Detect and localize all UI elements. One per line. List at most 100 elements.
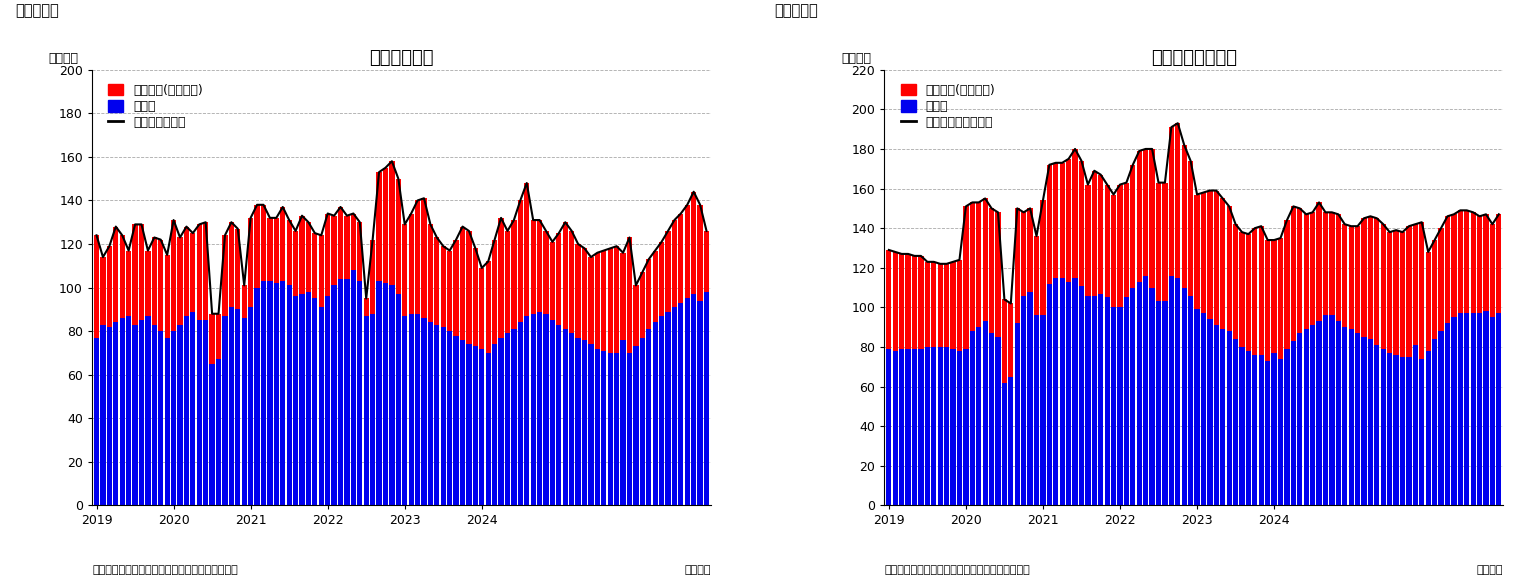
Bar (357, 222, 362, 281)
Bar (704, 292, 709, 505)
Bar (549, 320, 555, 505)
Bar (581, 340, 588, 505)
Bar (563, 222, 568, 329)
Bar (446, 331, 453, 505)
Text: （月次）: （月次） (684, 565, 712, 575)
Bar (1393, 355, 1399, 505)
Bar (557, 325, 561, 505)
Bar (184, 316, 189, 505)
Bar (313, 299, 318, 505)
Bar (1355, 333, 1361, 505)
Bar (1239, 232, 1244, 347)
Bar (943, 347, 950, 505)
Text: （図表２）: （図表２） (775, 3, 819, 18)
Bar (905, 254, 911, 349)
Bar (646, 259, 652, 329)
Bar (216, 314, 221, 360)
Bar (640, 338, 644, 505)
Bar (229, 307, 235, 505)
Bar (1169, 127, 1174, 276)
Bar (120, 318, 124, 505)
Bar (440, 246, 446, 327)
Bar (351, 270, 356, 505)
Bar (1477, 216, 1482, 313)
Bar (1092, 171, 1097, 296)
Bar (190, 233, 195, 311)
Bar (100, 325, 106, 505)
Bar (313, 233, 318, 299)
Bar (1451, 214, 1456, 317)
Bar (1098, 175, 1103, 293)
Bar (1220, 329, 1226, 505)
Bar (1207, 191, 1212, 320)
Bar (887, 349, 891, 505)
Bar (660, 316, 664, 505)
Bar (370, 314, 376, 505)
Bar (531, 314, 535, 505)
Bar (1272, 240, 1276, 353)
Bar (325, 213, 330, 296)
Bar (100, 257, 106, 325)
Bar (178, 325, 183, 505)
Bar (152, 325, 156, 505)
Bar (601, 250, 606, 351)
Bar (1368, 216, 1373, 339)
Bar (1040, 200, 1046, 315)
Bar (1330, 212, 1335, 315)
Bar (989, 333, 994, 505)
Bar (1175, 278, 1180, 505)
Bar (126, 250, 132, 316)
Bar (146, 316, 150, 505)
Bar (531, 220, 535, 314)
Bar (684, 299, 690, 505)
Bar (107, 246, 112, 327)
Text: （資料）センサス局よりニッセイ基礎研究所作成: （資料）センサス局よりニッセイ基礎研究所作成 (92, 565, 238, 575)
Bar (1227, 206, 1232, 331)
Bar (1034, 236, 1039, 315)
Bar (620, 340, 626, 505)
Bar (1008, 376, 1014, 505)
Bar (887, 250, 891, 349)
Bar (287, 220, 291, 285)
Bar (344, 279, 350, 505)
Bar (1272, 353, 1276, 505)
Bar (581, 249, 588, 340)
Bar (402, 224, 408, 316)
Bar (1290, 206, 1296, 341)
Bar (331, 285, 337, 505)
Bar (1322, 315, 1328, 505)
Bar (1413, 345, 1417, 505)
Bar (1284, 220, 1290, 349)
Bar (1401, 232, 1405, 357)
Bar (1361, 218, 1367, 337)
Bar (505, 231, 511, 333)
Bar (666, 311, 670, 505)
Bar (249, 307, 253, 505)
Bar (390, 161, 394, 285)
Bar (337, 279, 344, 505)
Bar (428, 224, 433, 322)
Bar (1201, 192, 1206, 313)
Bar (1092, 296, 1097, 505)
Bar (1310, 325, 1315, 505)
Bar (589, 257, 594, 344)
Bar (422, 318, 426, 505)
Bar (1040, 315, 1046, 505)
Bar (1054, 278, 1058, 505)
Bar (575, 338, 581, 505)
Bar (1143, 149, 1149, 276)
Bar (1227, 331, 1232, 505)
Bar (537, 311, 542, 505)
Bar (1195, 310, 1200, 505)
Bar (1246, 351, 1252, 505)
Bar (1483, 311, 1488, 505)
Bar (1298, 333, 1302, 505)
Bar (454, 239, 459, 336)
Bar (1149, 149, 1155, 288)
Bar (1439, 228, 1443, 331)
Bar (440, 327, 446, 505)
Bar (235, 229, 241, 309)
Legend: 集合住宅(二戸以上), 戸建て, 一住宅建築許可件数: 集合住宅(二戸以上), 戸建て, 一住宅建築許可件数 (897, 80, 999, 133)
Bar (249, 218, 253, 307)
Text: （図表１）: （図表１） (15, 3, 60, 18)
